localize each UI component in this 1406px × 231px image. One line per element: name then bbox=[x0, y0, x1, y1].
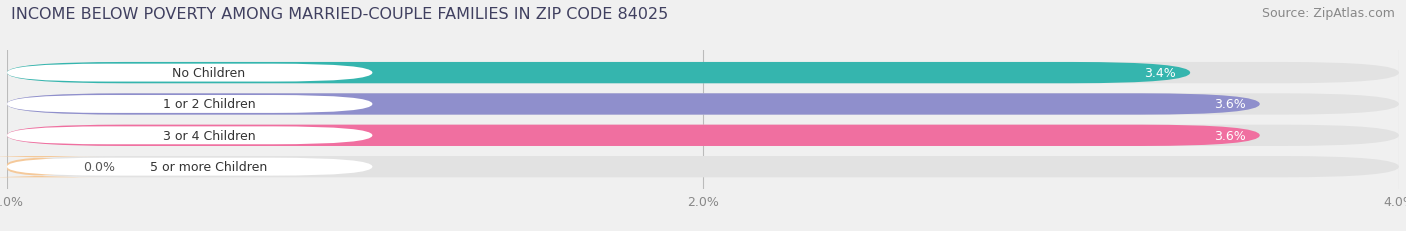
FancyBboxPatch shape bbox=[7, 94, 1260, 115]
Text: INCOME BELOW POVERTY AMONG MARRIED-COUPLE FAMILIES IN ZIP CODE 84025: INCOME BELOW POVERTY AMONG MARRIED-COUPL… bbox=[11, 7, 668, 22]
FancyBboxPatch shape bbox=[7, 125, 1260, 146]
Text: Source: ZipAtlas.com: Source: ZipAtlas.com bbox=[1261, 7, 1395, 20]
FancyBboxPatch shape bbox=[7, 156, 1399, 178]
FancyBboxPatch shape bbox=[7, 94, 1399, 115]
Text: 3.4%: 3.4% bbox=[1144, 67, 1177, 80]
Text: 3 or 4 Children: 3 or 4 Children bbox=[163, 129, 254, 142]
Text: 3.6%: 3.6% bbox=[1215, 129, 1246, 142]
FancyBboxPatch shape bbox=[7, 125, 1399, 146]
FancyBboxPatch shape bbox=[0, 156, 101, 178]
FancyBboxPatch shape bbox=[7, 127, 373, 145]
FancyBboxPatch shape bbox=[7, 64, 373, 82]
FancyBboxPatch shape bbox=[7, 63, 1191, 84]
FancyBboxPatch shape bbox=[7, 96, 373, 113]
Text: 1 or 2 Children: 1 or 2 Children bbox=[163, 98, 254, 111]
FancyBboxPatch shape bbox=[7, 63, 1399, 84]
Text: 0.0%: 0.0% bbox=[83, 161, 115, 173]
Text: 5 or more Children: 5 or more Children bbox=[150, 161, 267, 173]
Text: No Children: No Children bbox=[173, 67, 246, 80]
FancyBboxPatch shape bbox=[7, 158, 373, 176]
Text: 3.6%: 3.6% bbox=[1215, 98, 1246, 111]
